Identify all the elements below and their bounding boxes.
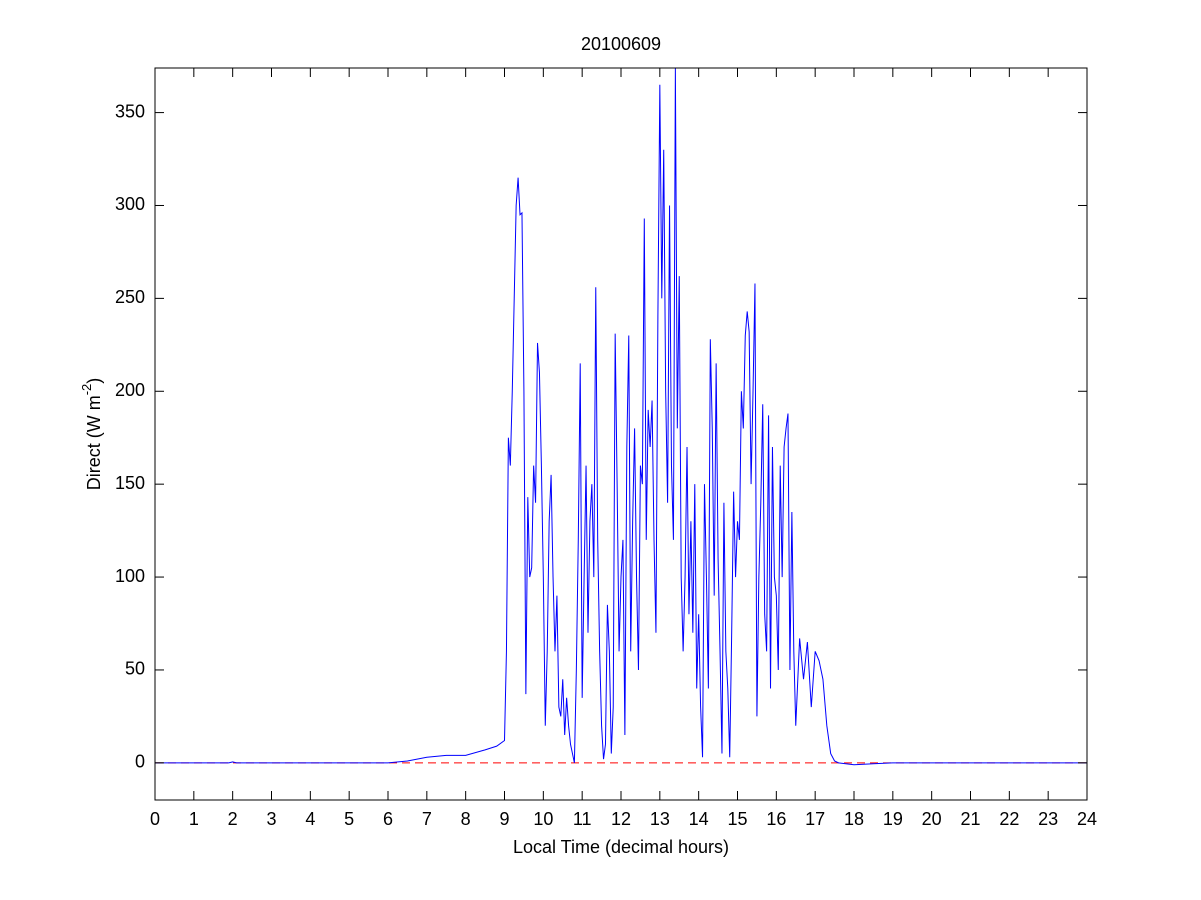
y-tick-label: 100 (115, 566, 145, 586)
y-tick-label: 0 (135, 752, 145, 772)
x-tick-label: 22 (999, 809, 1019, 829)
x-tick-label: 4 (305, 809, 315, 829)
x-tick-label: 8 (461, 809, 471, 829)
y-label-text: Direct (W m (84, 395, 104, 490)
y-tick-label: 150 (115, 473, 145, 493)
x-tick-label: 3 (266, 809, 276, 829)
chart-title: 20100609 (581, 34, 661, 54)
x-tick-label: 12 (611, 809, 631, 829)
x-tick-label: 7 (422, 809, 432, 829)
y-tick-label: 50 (125, 659, 145, 679)
y-tick-label: 200 (115, 380, 145, 400)
x-axis-label: Local Time (decimal hours) (513, 837, 729, 857)
data-line (155, 67, 1087, 766)
x-tick-label: 16 (766, 809, 786, 829)
x-tick-label: 17 (805, 809, 825, 829)
x-tick-label: 24 (1077, 809, 1097, 829)
x-tick-label: 9 (499, 809, 509, 829)
y-label-superscript: -2 (79, 384, 94, 396)
x-tick-label: 5 (344, 809, 354, 829)
y-axis-label: Direct (W m-2) (79, 378, 103, 491)
x-tick-label: 20 (922, 809, 942, 829)
x-tick-label: 18 (844, 809, 864, 829)
x-tick-label: 6 (383, 809, 393, 829)
x-tick-label: 15 (727, 809, 747, 829)
x-tick-label: 10 (533, 809, 553, 829)
y-tick-label: 350 (115, 101, 145, 121)
y-tick-label: 300 (115, 194, 145, 214)
x-tick-label: 23 (1038, 809, 1058, 829)
x-tick-label: 13 (650, 809, 670, 829)
y-tick-label: 250 (115, 287, 145, 307)
y-label-suffix: ) (84, 378, 104, 384)
x-tick-label: 2 (228, 809, 238, 829)
x-tick-label: 0 (150, 809, 160, 829)
x-tick-label: 1 (189, 809, 199, 829)
x-tick-label: 14 (689, 809, 709, 829)
x-tick-label: 11 (573, 809, 592, 829)
x-tick-label: 21 (960, 809, 980, 829)
x-tick-label: 19 (883, 809, 903, 829)
